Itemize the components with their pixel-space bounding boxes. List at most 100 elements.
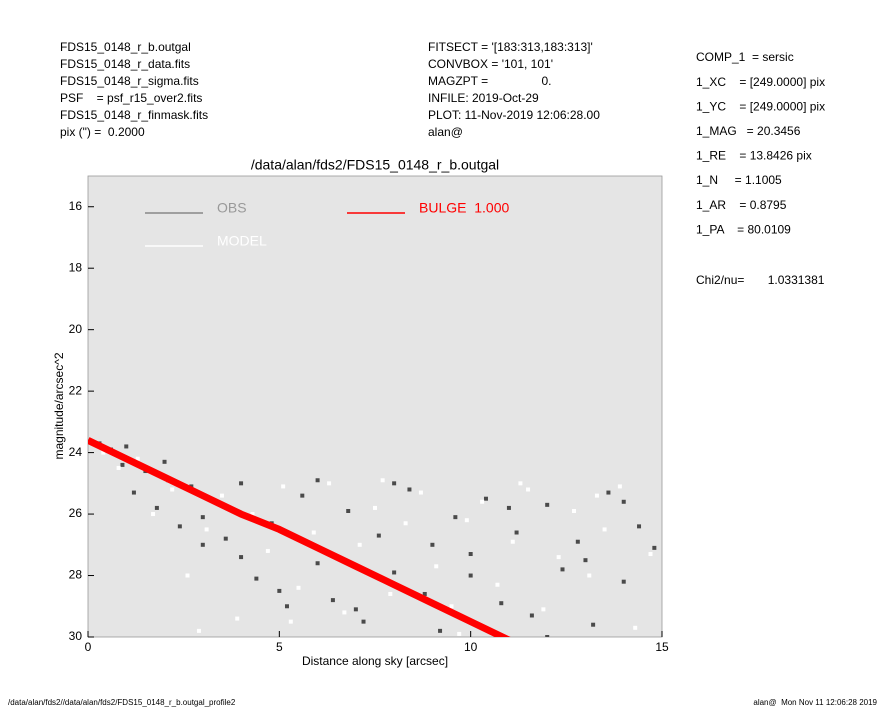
header-line: FDS15_0148_r_b.outgal bbox=[60, 40, 191, 54]
point bbox=[621, 579, 626, 584]
header-line: FITSECT = '[183:313,183:313]' bbox=[428, 40, 593, 54]
point bbox=[453, 515, 458, 520]
header-line: FDS15_0148_r_data.fits bbox=[60, 57, 190, 71]
header-line: INFILE: 2019-Oct-29 bbox=[428, 91, 539, 105]
header-line: PLOT: 11-Nov-2019 12:06:28.00 bbox=[428, 108, 600, 122]
y-tick-label: 16 bbox=[69, 199, 83, 213]
point bbox=[311, 530, 316, 535]
point bbox=[480, 499, 485, 504]
point bbox=[518, 481, 523, 486]
point bbox=[434, 564, 439, 569]
point bbox=[185, 573, 190, 578]
point bbox=[510, 539, 515, 544]
y-tick-label: 24 bbox=[69, 445, 83, 459]
point bbox=[277, 588, 282, 593]
header-line: PSF = psf_r15_over2.fits bbox=[60, 91, 202, 105]
header-line: alan@ bbox=[428, 125, 463, 139]
point bbox=[633, 625, 638, 630]
point bbox=[131, 490, 136, 495]
point bbox=[388, 591, 393, 596]
point bbox=[403, 521, 408, 526]
point bbox=[327, 481, 332, 486]
x-tick-label: 0 bbox=[85, 640, 92, 654]
point bbox=[422, 591, 427, 596]
point bbox=[281, 484, 286, 489]
point bbox=[594, 493, 599, 498]
point bbox=[135, 456, 140, 461]
point bbox=[353, 607, 358, 612]
point bbox=[617, 484, 622, 489]
point bbox=[223, 536, 228, 541]
point bbox=[438, 628, 443, 633]
point bbox=[621, 499, 626, 504]
point bbox=[392, 481, 397, 486]
point bbox=[162, 459, 167, 464]
point bbox=[545, 502, 550, 507]
point bbox=[170, 487, 175, 492]
point bbox=[583, 558, 588, 563]
point bbox=[541, 607, 546, 612]
legend-label: MODEL bbox=[217, 233, 267, 249]
point bbox=[315, 478, 320, 483]
point bbox=[468, 552, 473, 557]
model-band bbox=[88, 437, 511, 637]
y-axis-label: magnitude/arcsec^2 bbox=[52, 352, 66, 459]
point bbox=[606, 490, 611, 495]
point bbox=[254, 576, 259, 581]
point bbox=[648, 552, 653, 557]
point bbox=[376, 533, 381, 538]
point bbox=[204, 527, 209, 532]
point bbox=[219, 493, 224, 498]
header-line: CONVBOX = '101, 101' bbox=[428, 57, 553, 71]
point bbox=[449, 604, 454, 609]
point bbox=[300, 493, 305, 498]
header-line: 1_RE = 13.8426 pix bbox=[696, 149, 812, 163]
footer-left: /data/alan/fds2//data/alan/fds2/FDS15_01… bbox=[8, 698, 236, 707]
point bbox=[652, 545, 657, 550]
chi2: Chi2/nu= 1.0331381 bbox=[696, 273, 825, 287]
legend-label: OBS bbox=[217, 200, 247, 216]
point bbox=[392, 570, 397, 575]
plot-background bbox=[87, 175, 663, 638]
point bbox=[380, 478, 385, 483]
header-line: 1_AR = 0.8795 bbox=[696, 198, 787, 212]
point bbox=[284, 604, 289, 609]
header-line: FDS15_0148_r_sigma.fits bbox=[60, 74, 199, 88]
header-line: 1_N = 1.1005 bbox=[696, 173, 782, 187]
point bbox=[602, 527, 607, 532]
point bbox=[361, 619, 366, 624]
point bbox=[556, 555, 561, 560]
x-tick-label: 15 bbox=[655, 640, 669, 654]
chart-title: /data/alan/fds2/FDS15_0148_r_b.outgal bbox=[251, 157, 499, 173]
point bbox=[587, 573, 592, 578]
x-tick-label: 5 bbox=[276, 640, 283, 654]
point bbox=[495, 582, 500, 587]
point bbox=[239, 555, 244, 560]
point bbox=[116, 465, 121, 470]
point bbox=[506, 505, 511, 510]
header-line: COMP_1 = sersic bbox=[696, 50, 794, 64]
point bbox=[120, 462, 125, 467]
header-line: 1_MAG = 20.3456 bbox=[696, 124, 801, 138]
header-line: 1_YC = [249.0000] pix bbox=[696, 99, 825, 113]
plot-area bbox=[88, 437, 657, 637]
y-tick-label: 30 bbox=[69, 629, 83, 643]
point bbox=[154, 505, 159, 510]
point bbox=[526, 487, 531, 492]
x-axis-label: Distance along sky [arcsec] bbox=[302, 654, 448, 668]
point bbox=[124, 444, 129, 449]
header-line: MAGZPT = 0. bbox=[428, 74, 551, 88]
y-tick-label: 28 bbox=[69, 568, 83, 582]
point bbox=[483, 496, 488, 501]
y-tick-label: 26 bbox=[69, 506, 83, 520]
point bbox=[571, 508, 576, 513]
point bbox=[357, 542, 362, 547]
point bbox=[560, 567, 565, 572]
point bbox=[430, 542, 435, 547]
point bbox=[545, 635, 550, 637]
point bbox=[529, 613, 534, 618]
point bbox=[407, 487, 412, 492]
point bbox=[151, 512, 156, 517]
point bbox=[575, 539, 580, 544]
